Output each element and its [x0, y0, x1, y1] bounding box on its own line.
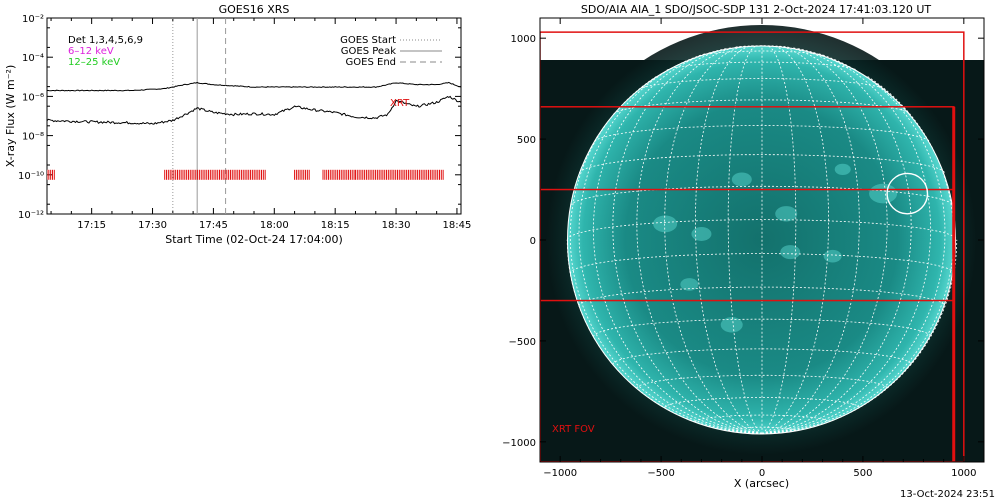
goes-xrs-panel: GOES16 XRS 10⁻² 10⁻⁴ 10⁻⁶ 10⁻⁸ 10⁻¹⁰ 10⁻¹² 17… [4, 3, 471, 246]
legend-peak-label: GOES Peak [341, 46, 396, 57]
goes-y-axis-label: X-ray Flux (W m⁻²) [4, 65, 17, 167]
goes-x-tick-label: 17:45 [199, 220, 228, 231]
active-region [680, 278, 699, 291]
grid-line [664, 45, 763, 435]
band-high-label: 12–25 keV [68, 57, 120, 68]
grid-line [727, 45, 763, 435]
goes-y-tick-label: 10⁻¹² [18, 210, 44, 221]
goes-x-axis: 17:15 17:30 17:45 18:00 18:15 18:30 18:45 [50, 18, 472, 231]
active-region [834, 163, 851, 175]
aia-y-tick-label: −1000 [502, 438, 536, 449]
aia-x-tick-label: −500 [647, 468, 674, 479]
aia-x-tick-label: 1000 [951, 468, 976, 479]
grid-line [570, 185, 954, 206]
grid-line [694, 45, 763, 435]
grid-line [612, 47, 763, 435]
grid-line [761, 45, 797, 435]
aia-x-tick-label: −1000 [543, 468, 577, 479]
flux-series-high [47, 95, 461, 125]
goes-x-tick-label: 18:30 [382, 220, 411, 231]
solar-limb [567, 45, 956, 435]
goes-x-axis-label: Start Time (02-Oct-24 17:04:00) [165, 233, 343, 246]
aia-x-axis-label: X (arcsec) [734, 477, 789, 490]
active-region [780, 245, 801, 260]
grid-line [638, 78, 886, 90]
legend-start-label: GOES Start [340, 35, 396, 46]
goes-x-tick-label: 18:15 [321, 220, 350, 231]
aia-image-panel: SDO/AIA AIA_1 SDO/JSOC-SDP 131 2-Oct-202… [502, 3, 985, 490]
grid-line [636, 45, 763, 435]
flux-series-low [47, 81, 461, 92]
xrt-fov-box [540, 31, 965, 462]
active-region [823, 249, 842, 263]
grid-line [578, 154, 946, 174]
goes-y-tick-label: 10⁻¹⁰ [18, 171, 44, 182]
active-region [691, 226, 712, 241]
goes-event-markers [172, 18, 227, 214]
aia-y-tick-label: −500 [509, 337, 536, 348]
band-low-label: 6–12 keV [68, 46, 114, 57]
grid-line [578, 286, 946, 307]
aia-y-axis: 1000 500 0 −500 −1000 [502, 34, 984, 449]
grid-line [578, 53, 763, 435]
active-region [720, 317, 743, 333]
grid-line [566, 219, 958, 241]
detector-label: Det 1,3,4,5,6,9 [68, 35, 143, 46]
grid-line [636, 374, 888, 389]
aia-y-tick-label: 1000 [511, 34, 536, 45]
goes-x-tick-label: 18:00 [260, 220, 289, 231]
aia-x-tick-label: 0 [759, 468, 765, 479]
xrt-fov-label: XRT FOV [552, 424, 595, 435]
goes-y-axis: 10⁻² 10⁻⁴ 10⁻⁶ 10⁻⁸ 10⁻¹⁰ 10⁻¹² [18, 14, 461, 221]
grid-line [761, 45, 888, 435]
goes-y-tick-label: 10⁻² [22, 14, 44, 25]
grid-line [761, 45, 830, 435]
goes-flux-series [47, 81, 461, 125]
grid-line [761, 53, 946, 435]
legend-end-label: GOES End [346, 57, 396, 68]
aia-x-axis: −1000 −500 0 500 1000 [543, 18, 977, 479]
aia-y-tick-label: 500 [517, 135, 536, 146]
active-region [869, 183, 898, 204]
coverage-bars [47, 169, 444, 180]
active-region [775, 206, 798, 222]
goes-y-tick-label: 10⁻⁸ [22, 132, 44, 143]
active-regions [653, 163, 898, 333]
grid-line [761, 48, 932, 435]
goes-x-tick-label: 17:15 [77, 220, 106, 231]
grid-line [761, 47, 912, 435]
active-region [731, 172, 752, 187]
aia-image-title: SDO/AIA AIA_1 SDO/JSOC-SDP 131 2-Oct-202… [581, 3, 932, 16]
goes-y-tick-label: 10⁻⁴ [22, 53, 44, 64]
xrt-marker-label: XRT [390, 98, 410, 109]
grid-line [761, 45, 860, 435]
goes-plot-title: GOES16 XRS [219, 3, 290, 16]
goes-y-tick-label: 10⁻⁶ [22, 92, 44, 103]
goes-x-tick-label: 18:45 [443, 220, 472, 231]
goes-x-tick-label: 17:30 [138, 220, 167, 231]
grid-line [698, 50, 826, 57]
grid-line [761, 239, 958, 435]
aia-x-tick-label: 500 [853, 468, 872, 479]
footer-timestamp: 13-Oct-2024 23:51 [900, 489, 995, 500]
grid-line [592, 48, 763, 435]
active-region [653, 215, 678, 233]
grid-line [612, 348, 912, 365]
solar-disk [567, 46, 956, 434]
aia-y-tick-label: 0 [530, 236, 536, 247]
flare-region-circle [886, 172, 929, 215]
xrt-fov-boxes [540, 31, 965, 462]
goes-legend: GOES Start GOES Peak GOES End [340, 35, 442, 68]
grid-line [666, 61, 858, 71]
